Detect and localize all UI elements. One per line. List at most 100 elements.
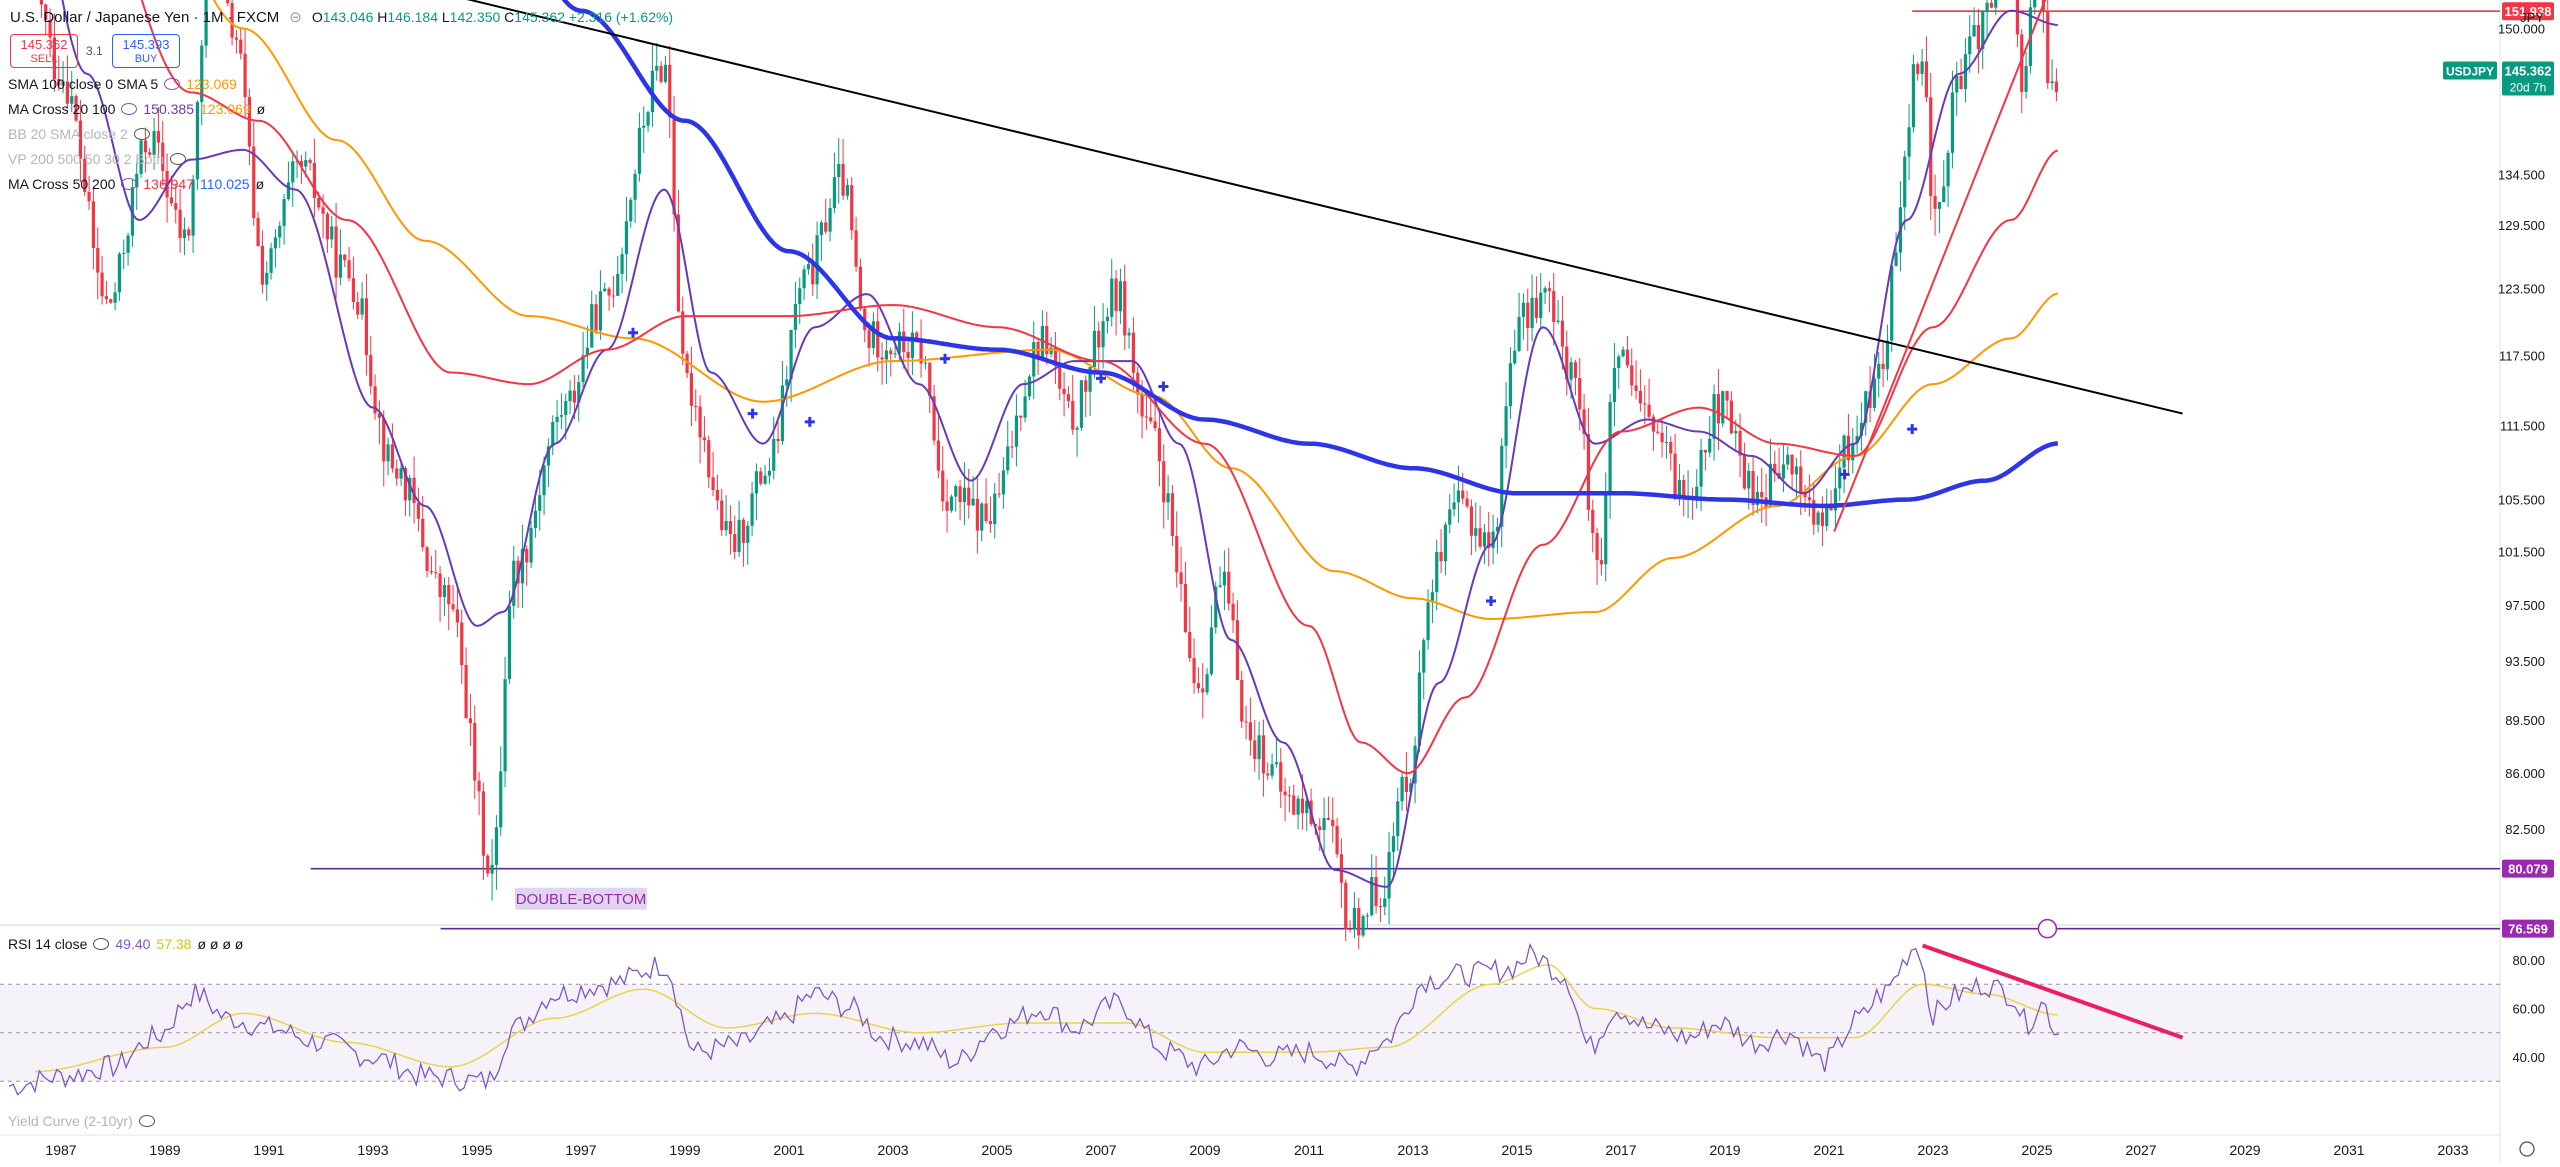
candle-body [984, 503, 988, 521]
candle-body [538, 495, 542, 511]
candle-body [529, 528, 533, 563]
candle-body [1751, 470, 1755, 506]
candle-body [1352, 907, 1357, 930]
candle-body [234, 37, 239, 40]
candle-body [910, 332, 915, 358]
candle-body [1582, 409, 1586, 435]
candle-body [1088, 367, 1092, 392]
candle-body [1123, 281, 1127, 336]
candle-body [837, 163, 841, 178]
cross-marker [628, 327, 638, 338]
price-axis-badge [2502, 919, 2554, 938]
candle-body [1630, 365, 1634, 386]
ohlc-readout: O143.046 H146.184 L142.350 C145.362 +2.3… [312, 9, 673, 25]
price-tick-label: 89.500 [2505, 713, 2545, 728]
indicator-legend-row[interactable]: MA Cross 20 100 150.385 123.069 ø [8, 101, 265, 117]
candle-body [780, 385, 785, 442]
candle-body [633, 173, 637, 200]
candle-body [1023, 396, 1027, 418]
eye-off-icon[interactable] [133, 128, 150, 140]
candle-body [1400, 776, 1404, 802]
indicator-legend-row[interactable]: SMA 100 close 0 SMA 5 123.069 [8, 76, 237, 92]
indicator-legend-row[interactable]: BB 20 SMA close 2 [8, 126, 150, 142]
ma200-line [561, 0, 2058, 509]
cross-marker [1096, 373, 1106, 384]
candle-body [265, 272, 269, 285]
settings-icon[interactable] [2519, 1141, 2535, 1157]
candle-body [1747, 470, 1751, 489]
candle-body [772, 438, 776, 471]
candle-body [156, 131, 161, 143]
candle-body [356, 301, 360, 315]
candle-body [286, 182, 291, 200]
candle-body [438, 573, 442, 597]
symbol-title[interactable]: U.S. Dollar / Japanese Yen · 1M · FXCM [10, 8, 280, 26]
candle-body [230, 3, 234, 38]
lightning-icon[interactable] [2037, 918, 2058, 939]
candle-body [226, 0, 230, 4]
more-options-icon[interactable]: ⊝ [289, 9, 302, 26]
candle-body [975, 498, 980, 531]
candle-body [1231, 603, 1235, 621]
indicator-legend-row[interactable]: MA Cross 50 200 136.947 110.025 ø [8, 176, 264, 192]
candle-body [841, 163, 845, 196]
indicator-legend-label: MA Cross 20 100 [8, 101, 116, 117]
candle-body [1976, 24, 1981, 50]
price-tick-label: 82.500 [2505, 822, 2545, 837]
candle-body [395, 468, 399, 479]
candle-body [815, 235, 819, 285]
candle-body [1612, 367, 1617, 403]
candle-body [1539, 292, 1543, 318]
rsi-legend[interactable]: RSI 14 close 49.40 57.38 ø ø ø ø [8, 936, 243, 952]
candle-body [572, 390, 577, 403]
candle-body [676, 214, 681, 312]
candle-body [1742, 455, 1747, 489]
candle-body [533, 510, 538, 529]
eye-off-icon[interactable] [138, 1115, 155, 1127]
candle-body [412, 477, 416, 504]
candle-body [269, 248, 273, 273]
candle-body [195, 102, 200, 180]
candle-body [377, 413, 382, 418]
candle-body [1864, 391, 1868, 423]
eye-icon[interactable] [121, 178, 138, 190]
candle-body [520, 548, 525, 584]
candle-body [256, 217, 260, 246]
candle-body [1833, 488, 1838, 511]
price-axis-badge [2502, 61, 2554, 96]
price-axis-badge [2502, 859, 2554, 878]
candle-body [824, 222, 828, 232]
candle-body [1114, 278, 1118, 312]
ma20-line [61, 0, 2058, 888]
candle-body [1465, 498, 1469, 507]
eye-icon[interactable] [93, 938, 110, 950]
eye-icon[interactable] [164, 78, 181, 90]
eye-off-icon[interactable] [170, 153, 187, 165]
high-value: 146.184 [387, 9, 438, 25]
candle-body [759, 471, 763, 484]
candle-body [1153, 421, 1157, 429]
candle-body [1768, 463, 1773, 507]
candle-body [1079, 380, 1084, 428]
candle-body [893, 353, 897, 355]
buy-button[interactable]: 145.393 BUY [112, 34, 180, 68]
candle-body [1443, 524, 1448, 562]
candle-body [702, 437, 707, 441]
candle-body [1859, 422, 1864, 436]
candle-body [1669, 441, 1673, 454]
candle-body [317, 197, 321, 208]
sell-button[interactable]: 145.362 SELL [10, 34, 78, 68]
candle-body [1322, 818, 1326, 831]
candle-body [1175, 535, 1179, 573]
eye-icon[interactable] [121, 103, 138, 115]
candle-body [1296, 798, 1300, 815]
yield-curve-legend[interactable]: Yield Curve (2-10yr) [8, 1113, 155, 1129]
yield-legend-label: Yield Curve (2-10yr) [8, 1113, 133, 1129]
candle-body [1218, 585, 1222, 587]
time-tick-label: 2031 [2333, 1142, 2364, 1158]
indicator-legend-row[interactable]: VP 200 500 50 30 2 Both [8, 151, 187, 167]
candle-body [1266, 773, 1270, 776]
candle-body [1573, 362, 1578, 379]
